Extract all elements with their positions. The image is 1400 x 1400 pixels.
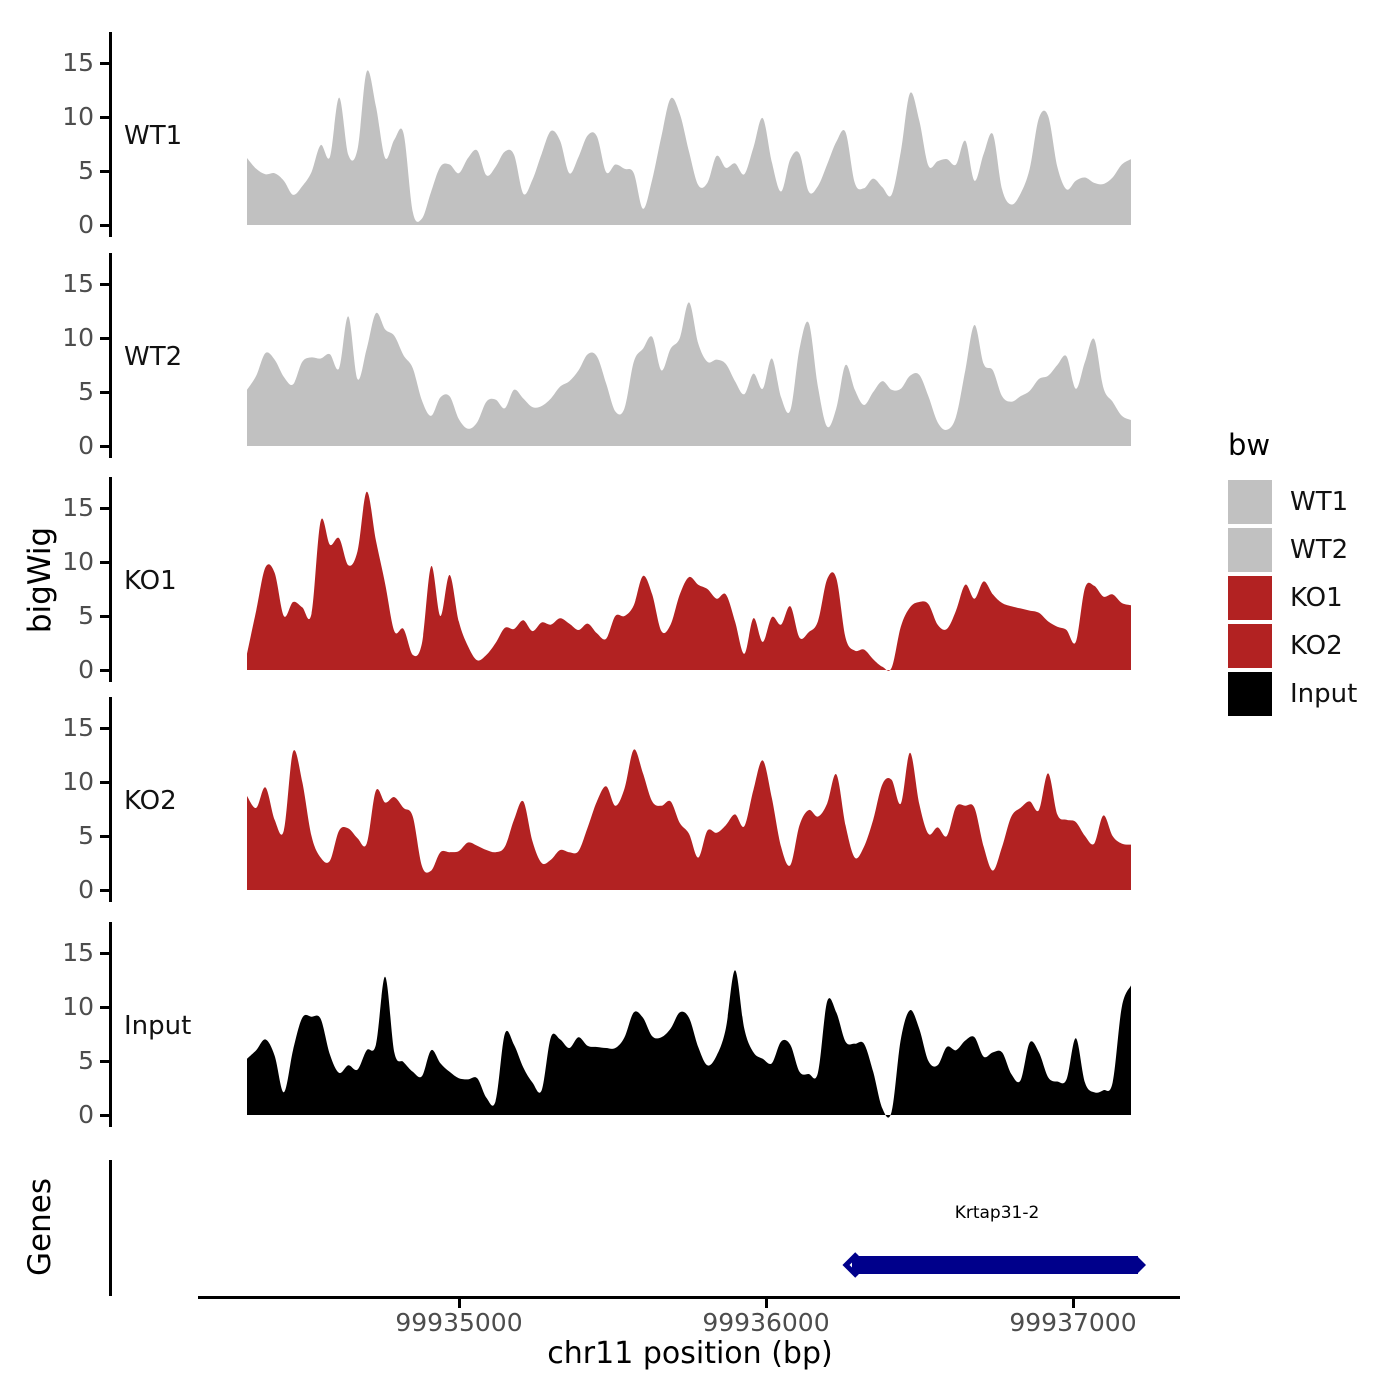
y-tick-mark xyxy=(100,835,109,838)
y-tick-mark xyxy=(100,669,109,672)
legend-item-wt2: WT2 xyxy=(1228,528,1348,576)
legend-swatch-ko2 xyxy=(1228,624,1272,668)
y-tick-label: 5 xyxy=(78,601,94,630)
legend-label: WT2 xyxy=(1290,535,1349,565)
y-tick-mark xyxy=(100,283,109,286)
y-tick-label: 5 xyxy=(78,377,94,406)
legend-label: KO2 xyxy=(1290,631,1343,661)
gene-body-krtap31-2 xyxy=(852,1256,1138,1274)
y-axis-line xyxy=(109,253,112,458)
legend-item-input: Input xyxy=(1228,672,1357,720)
coverage-area xyxy=(247,70,1131,225)
coverage-area xyxy=(247,302,1131,446)
genes-axis-line xyxy=(109,1160,112,1296)
legend-swatch-input xyxy=(1228,672,1272,716)
coverage-area xyxy=(247,491,1131,671)
genes-axis-title: Genes xyxy=(22,1178,58,1276)
y-tick-label: 10 xyxy=(62,102,94,131)
area-chart-wt2 xyxy=(247,302,1131,446)
y-tick-mark xyxy=(100,445,109,448)
y-tick-label: 10 xyxy=(62,992,94,1021)
y-tick-label: 0 xyxy=(78,1100,94,1129)
y-tick-label: 15 xyxy=(62,493,94,522)
legend-label: Input xyxy=(1290,679,1358,709)
y-tick-mark xyxy=(100,952,109,955)
x-axis-title: chr11 position (bp) xyxy=(547,1336,833,1371)
legend: bw WT1 WT2 KO1 KO2 Input xyxy=(1228,428,1357,720)
area-chart-wt1 xyxy=(247,70,1131,225)
y-tick-mark xyxy=(100,391,109,394)
y-tick-mark xyxy=(100,62,109,65)
area-chart-ko2 xyxy=(247,749,1131,890)
legend-swatch-wt2 xyxy=(1228,528,1272,572)
y-tick-label: 0 xyxy=(78,210,94,239)
x-tick-label: 99935000 xyxy=(395,1308,523,1337)
y-tick-label: 5 xyxy=(78,821,94,850)
y-tick-label: 10 xyxy=(62,767,94,796)
x-tick-mark xyxy=(765,1299,768,1308)
y-tick-mark xyxy=(100,507,109,510)
track-label-ko2: KO2 xyxy=(124,786,177,816)
y-tick-mark xyxy=(100,889,109,892)
y-tick-mark xyxy=(100,1060,109,1063)
y-tick-mark xyxy=(100,224,109,227)
y-tick-label: 0 xyxy=(78,875,94,904)
y-tick-label: 10 xyxy=(62,323,94,352)
y-tick-mark xyxy=(100,116,109,119)
y-tick-label: 5 xyxy=(78,156,94,185)
x-tick-mark xyxy=(458,1299,461,1308)
area-chart-input xyxy=(247,970,1131,1118)
y-tick-label: 0 xyxy=(78,431,94,460)
track-label-wt1: WT1 xyxy=(124,121,183,151)
gene-strand-arrow-icon xyxy=(842,1252,859,1278)
y-tick-mark xyxy=(100,170,109,173)
coverage-area xyxy=(247,970,1131,1118)
y-axis-line xyxy=(109,32,112,237)
area-chart-ko1 xyxy=(247,491,1131,671)
y-tick-mark xyxy=(100,727,109,730)
legend-title: bw xyxy=(1228,428,1271,462)
y-tick-label: 15 xyxy=(62,269,94,298)
track-label-wt2: WT2 xyxy=(124,342,183,372)
y-tick-mark xyxy=(100,561,109,564)
legend-label: KO1 xyxy=(1290,583,1343,613)
y-tick-mark xyxy=(100,1114,109,1117)
x-tick-mark xyxy=(1072,1299,1075,1308)
legend-item-ko1: KO1 xyxy=(1228,576,1343,624)
x-axis-line xyxy=(198,1296,1180,1299)
x-tick-label: 99936000 xyxy=(702,1308,830,1337)
y-tick-label: 15 xyxy=(62,48,94,77)
y-axis-line xyxy=(109,922,112,1127)
legend-items: WT1 WT2 KO1 KO2 Input xyxy=(1228,480,1357,720)
y-tick-label: 5 xyxy=(78,1046,94,1075)
x-tick-label: 99937000 xyxy=(1009,1308,1137,1337)
legend-swatch-wt1 xyxy=(1228,480,1272,524)
legend-label: WT1 xyxy=(1290,487,1349,517)
y-tick-mark xyxy=(100,337,109,340)
y-tick-label: 10 xyxy=(62,547,94,576)
legend-item-ko2: KO2 xyxy=(1228,624,1343,672)
y-tick-mark xyxy=(100,781,109,784)
y-axis-line xyxy=(109,697,112,902)
y-tick-label: 15 xyxy=(62,938,94,967)
y-tick-mark xyxy=(100,1006,109,1009)
coverage-area xyxy=(247,749,1131,890)
legend-swatch-ko1 xyxy=(1228,576,1272,620)
y-tick-mark xyxy=(100,615,109,618)
y-axis-line xyxy=(109,477,112,682)
gene-label: Krtap31-2 xyxy=(954,1203,1040,1223)
legend-item-wt1: WT1 xyxy=(1228,480,1348,528)
y-tick-label: 0 xyxy=(78,655,94,684)
track-label-ko1: KO1 xyxy=(124,566,177,596)
track-label-input: Input xyxy=(124,1011,192,1041)
y-tick-label: 15 xyxy=(62,713,94,742)
gene-end-tip xyxy=(1137,1256,1146,1274)
